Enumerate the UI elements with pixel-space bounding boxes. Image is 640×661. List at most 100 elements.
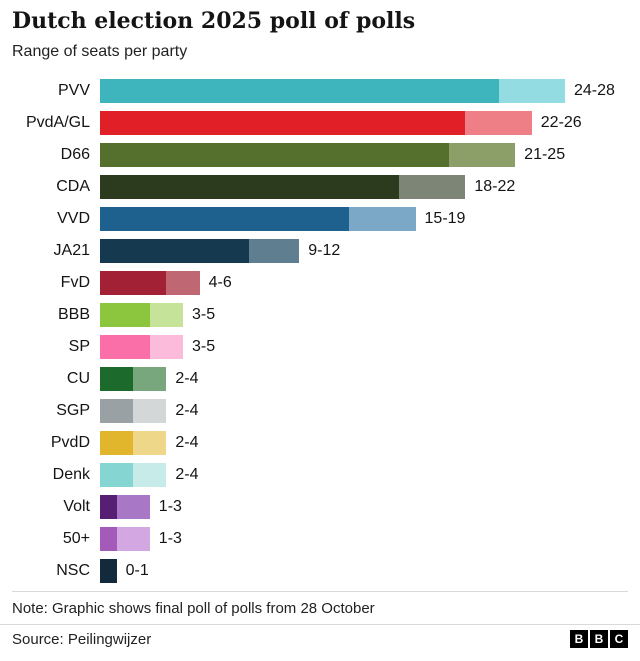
bar-range-segment	[116, 495, 150, 520]
bar-range-segment	[133, 399, 167, 424]
bar-min-segment	[100, 303, 150, 328]
seat-range-value: 0-1	[125, 562, 149, 580]
seat-range-value: 1-3	[158, 530, 182, 548]
party-label: JA21	[53, 242, 90, 260]
seat-range-bar	[100, 527, 150, 552]
bar-row: NSC 0-1	[12, 559, 628, 584]
bar-row: VVD 15-19	[12, 207, 628, 232]
bar-range-segment	[149, 335, 184, 360]
seat-range-value: 2-4	[175, 434, 199, 452]
seat-range-value: 4-6	[208, 274, 232, 292]
bar-row: BBB 3-5	[12, 303, 628, 328]
bar-chart: PVV 24-28 PvdA/GL 22-26 D66 21-25 CDA 18-22 VVD 1…	[12, 79, 628, 584]
party-label: VVD	[57, 210, 90, 228]
party-label: D66	[60, 146, 90, 164]
seat-range-value: 22-26	[540, 114, 582, 132]
bbc-logo-block: C	[610, 630, 628, 649]
bar-min-segment	[100, 399, 134, 424]
bar-min-segment	[100, 463, 134, 488]
seat-range-bar	[100, 239, 300, 264]
bar-min-segment	[100, 559, 117, 584]
seat-range-bar	[100, 175, 466, 200]
chart-note: Note: Graphic shows final poll of polls …	[12, 591, 628, 624]
party-label: PvdA/GL	[25, 114, 90, 132]
party-label: PvdD	[50, 434, 90, 452]
seat-range-value: 3-5	[192, 306, 216, 324]
bar-range-segment	[249, 239, 300, 264]
chart-panel: Dutch election 2025 poll of polls Range …	[12, 8, 628, 584]
party-label: NSC	[56, 562, 90, 580]
party-label: 50+	[62, 530, 90, 548]
seat-range-bar	[100, 111, 532, 136]
seat-range-value: 3-5	[192, 338, 216, 356]
seat-range-bar	[100, 303, 184, 328]
seat-range-value: 15-19	[424, 210, 466, 228]
bar-min-segment	[100, 175, 399, 200]
bar-range-segment	[149, 303, 184, 328]
bar-range-segment	[448, 143, 516, 168]
bar-row: PvdA/GL 22-26	[12, 111, 628, 136]
bar-min-segment	[100, 143, 449, 168]
bar-range-segment	[133, 431, 167, 456]
bar-min-segment	[100, 79, 499, 104]
seat-range-bar	[100, 495, 150, 520]
bar-min-segment	[100, 367, 134, 392]
seat-range-value: 24-28	[573, 82, 615, 100]
bbc-logo-block: B	[590, 630, 608, 649]
seat-range-bar	[100, 207, 416, 232]
seat-range-value: 2-4	[175, 402, 199, 420]
seat-range-value: 21-25	[524, 146, 566, 164]
seat-range-bar	[100, 367, 167, 392]
seat-range-value: 18-22	[474, 178, 516, 196]
party-label: CU	[66, 370, 90, 388]
bar-row: PVV 24-28	[12, 79, 628, 104]
bar-range-segment	[398, 175, 466, 200]
bar-row: PvdD 2-4	[12, 431, 628, 456]
bar-min-segment	[100, 495, 117, 520]
page-title: Dutch election 2025 poll of polls	[12, 8, 416, 34]
bar-row: SGP 2-4	[12, 399, 628, 424]
party-label: FvD	[60, 274, 90, 292]
bbc-logo-block: B	[570, 630, 588, 649]
party-label: CDA	[56, 178, 90, 196]
seat-range-value: 2-4	[175, 370, 199, 388]
bar-row: FvD 4-6	[12, 271, 628, 296]
bar-range-segment	[166, 271, 200, 296]
bar-row: Volt 1-3	[12, 495, 628, 520]
bar-range-segment	[133, 463, 167, 488]
bar-range-segment	[498, 79, 565, 104]
seat-range-bar	[100, 559, 117, 584]
chart-subtitle: Range of seats per party	[12, 43, 188, 61]
seat-range-value: 9-12	[308, 242, 341, 260]
party-label: SP	[68, 338, 90, 356]
seat-range-value: 2-4	[175, 466, 199, 484]
bar-range-segment	[465, 111, 532, 136]
bar-min-segment	[100, 239, 250, 264]
bar-min-segment	[100, 431, 134, 456]
bar-range-segment	[116, 527, 150, 552]
party-label: Volt	[63, 498, 90, 516]
seat-range-bar	[100, 271, 200, 296]
seat-range-bar	[100, 335, 184, 360]
seat-range-bar	[100, 79, 565, 104]
bar-row: SP 3-5	[12, 335, 628, 360]
bar-range-segment	[133, 367, 167, 392]
seat-range-bar	[100, 463, 167, 488]
bar-min-segment	[100, 527, 117, 552]
bar-min-segment	[100, 271, 167, 296]
bar-min-segment	[100, 207, 350, 232]
bar-row: D66 21-25	[12, 143, 628, 168]
bar-row: Denk 2-4	[12, 463, 628, 488]
bar-row: 50+ 1-3	[12, 527, 628, 552]
bar-range-segment	[349, 207, 416, 232]
source-text: Source: Peilingwijzer	[12, 630, 152, 648]
bar-min-segment	[100, 111, 466, 136]
party-label: Denk	[52, 466, 90, 484]
bar-row: JA21 9-12	[12, 239, 628, 264]
party-label: BBB	[57, 306, 90, 324]
bar-row: CDA 18-22	[12, 175, 628, 200]
seat-range-value: 1-3	[158, 498, 182, 516]
seat-range-bar	[100, 431, 167, 456]
